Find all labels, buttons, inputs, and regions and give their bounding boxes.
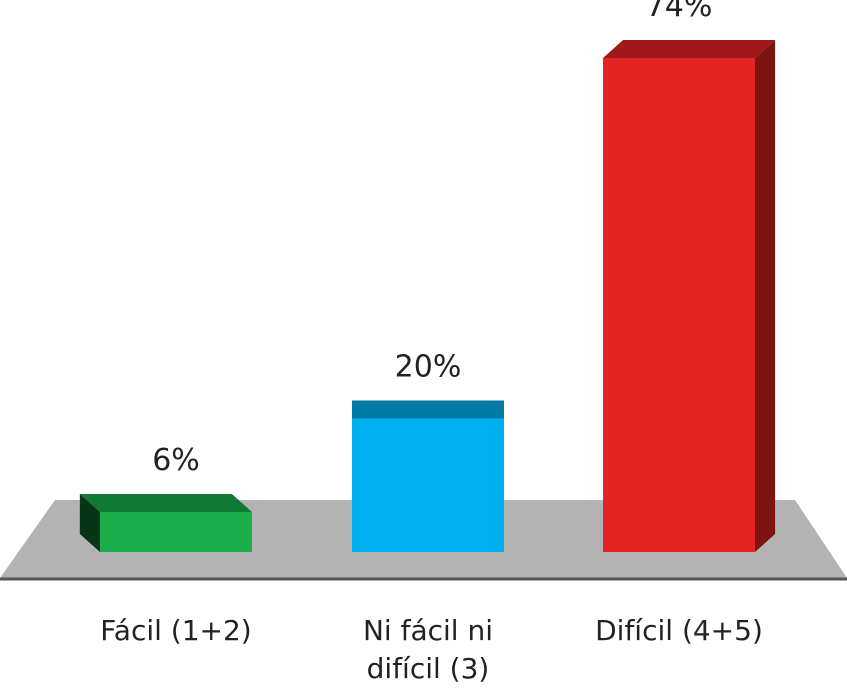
bar bbox=[603, 58, 755, 552]
value-label: 20% bbox=[395, 349, 462, 384]
bar-top bbox=[79, 493, 252, 512]
x-tick-label: Ni fácil ni difícil (3) bbox=[362, 614, 494, 685]
bar-top bbox=[603, 40, 776, 58]
bar-top bbox=[352, 400, 504, 419]
bar-side bbox=[79, 493, 100, 552]
value-label: 6% bbox=[152, 443, 200, 478]
bar bbox=[352, 418, 504, 552]
x-tick-label: Difícil (4+5) bbox=[595, 614, 763, 647]
bar bbox=[100, 511, 252, 552]
value-label: 74% bbox=[646, 0, 713, 24]
bar-side bbox=[755, 40, 776, 552]
x-tick-label: Fácil (1+2) bbox=[100, 614, 252, 647]
